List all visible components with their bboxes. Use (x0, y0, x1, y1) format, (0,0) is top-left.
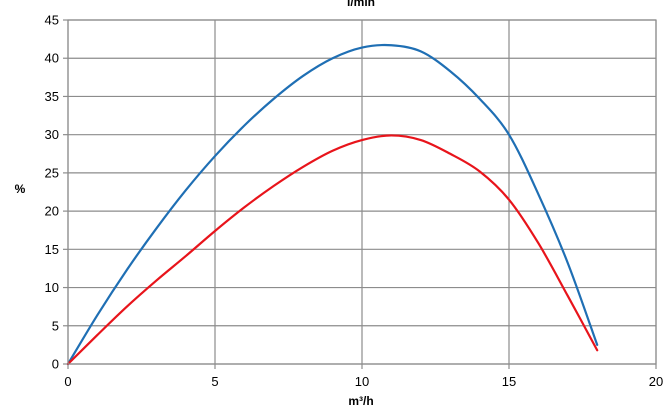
chart-title: l/min (347, 0, 375, 9)
x-tick-label: 0 (64, 374, 71, 389)
x-tick-label: 10 (355, 374, 369, 389)
y-tick-label: 45 (45, 13, 59, 28)
plot-frame (67, 19, 657, 365)
x-tick-label: 5 (211, 374, 218, 389)
grid (63, 19, 657, 369)
series-line-1 (66, 43, 599, 366)
y-axis-title: % (15, 182, 26, 196)
series-line-2 (66, 134, 599, 366)
y-tick-label: 20 (45, 204, 59, 219)
x-tick-label: 20 (649, 374, 663, 389)
y-tick-label: 10 (45, 280, 59, 295)
x-axis-title: m³/h (348, 394, 373, 408)
y-tick-label: 25 (45, 165, 59, 180)
y-tick-labels: 0 5 10 15 20 25 30 35 40 45 (45, 13, 59, 372)
x-tick-labels: 0 5 10 15 20 (64, 374, 663, 389)
y-tick-label: 0 (52, 357, 59, 372)
series-group (66, 43, 599, 366)
x-tick-label: 15 (502, 374, 516, 389)
y-tick-label: 35 (45, 89, 59, 104)
y-tick-label: 40 (45, 51, 59, 66)
y-tick-label: 15 (45, 242, 59, 257)
y-tick-label: 30 (45, 127, 59, 142)
y-tick-label: 5 (52, 318, 59, 333)
